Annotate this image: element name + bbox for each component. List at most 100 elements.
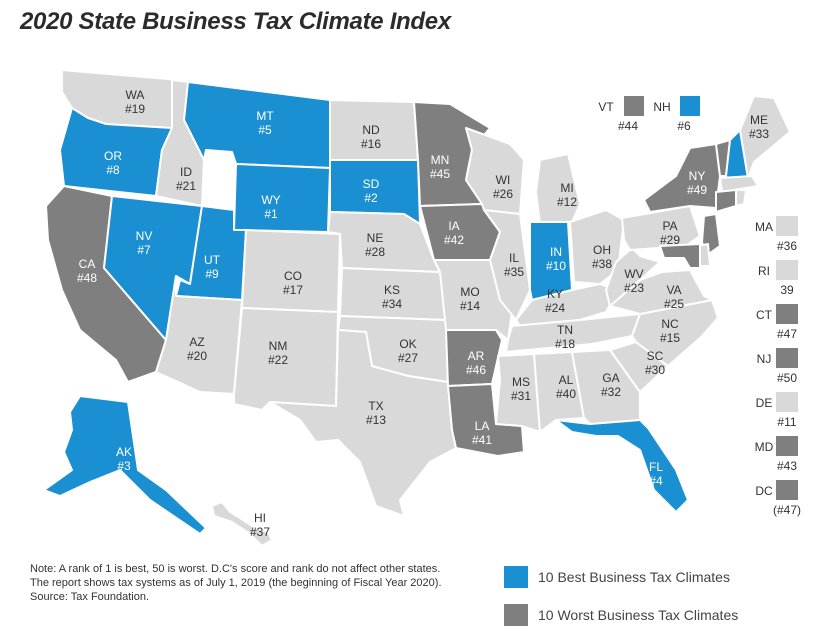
- state-ak: [43, 395, 207, 535]
- state-ny: [643, 143, 721, 213]
- callout-rank-dc: (#47): [773, 503, 801, 517]
- callout-label-nh: NH: [653, 100, 670, 114]
- state-rank-va: #25: [664, 297, 684, 311]
- legend-worst-swatch: [504, 604, 528, 626]
- state-label-il: IL: [509, 251, 519, 265]
- state-ct: [715, 189, 737, 213]
- footnote: Note: A rank of 1 is best, 50 is worst. …: [30, 562, 490, 604]
- state-label-id: ID: [180, 165, 192, 179]
- state-label-co: CO: [284, 269, 302, 283]
- state-label-ks: KS: [384, 283, 400, 297]
- state-label-nd: ND: [362, 123, 380, 137]
- legend-worst-label: 10 Worst Business Tax Climates: [538, 607, 739, 623]
- state-label-hi: HI: [254, 511, 266, 525]
- state-labels: WA#19 OR#8 CA#48 ID#21 NV#7 MT#5 WY#1 UT#9 AZ#20…: [77, 88, 769, 539]
- callout-box-ma: [776, 216, 798, 236]
- state-hi: [211, 501, 273, 547]
- state-label-oh: OH: [593, 243, 611, 257]
- state-rank-id: #21: [176, 179, 196, 193]
- state-al: [533, 351, 585, 433]
- state-label-nv: NV: [136, 229, 153, 243]
- callout-rank-nh: #6: [677, 119, 691, 133]
- state-rank-ak: #3: [117, 459, 131, 473]
- callout-box-ri: [776, 260, 798, 280]
- note-line-1: Note: A rank of 1 is best, 50 is worst. …: [30, 563, 441, 575]
- state-label-sd: SD: [363, 177, 380, 191]
- callout-rank-ri: 39: [780, 283, 794, 297]
- state-rank-sd: #2: [364, 191, 378, 205]
- legend-worst: 10 Worst Business Tax Climates: [504, 604, 738, 626]
- note-line-2: The report shows tax systems as of July …: [30, 577, 442, 589]
- state-rank-ca: #48: [77, 271, 97, 285]
- callout-rank-de: #11: [777, 415, 796, 429]
- state-label-mt: MT: [256, 109, 274, 123]
- callout-box-nh: [680, 96, 700, 116]
- state-rank-fl: #4: [649, 474, 663, 488]
- state-rank-al: #40: [556, 387, 576, 401]
- state-rank-tn: #18: [555, 337, 575, 351]
- state-label-ia: IA: [448, 219, 459, 233]
- state-shapes: [43, 69, 791, 547]
- state-label-pa: PA: [662, 219, 677, 233]
- state-la: [447, 383, 525, 457]
- state-label-wy: WY: [261, 193, 280, 207]
- state-rank-me: #33: [749, 127, 769, 141]
- state-md: [659, 243, 701, 269]
- callout-label-nj: NJ: [757, 352, 772, 366]
- page-title: 2020 State Business Tax Climate Index: [20, 8, 451, 35]
- callout-label-md: MD: [755, 440, 774, 454]
- state-rank-ks: #34: [382, 297, 402, 311]
- state-label-la: LA: [475, 419, 490, 433]
- callout-label-vt: VT: [598, 100, 614, 114]
- state-mt: [183, 81, 331, 169]
- state-rank-mt: #5: [258, 123, 272, 137]
- state-rank-il: #35: [504, 265, 524, 279]
- state-rank-tx: #13: [366, 413, 386, 427]
- state-rank-ia: #42: [444, 233, 464, 247]
- state-label-tx: TX: [368, 399, 383, 413]
- state-rank-hi: #37: [250, 525, 270, 539]
- callout-box-vt: [624, 96, 644, 116]
- state-rank-mn: #45: [430, 167, 450, 181]
- state-rank-ne: #28: [365, 245, 385, 259]
- state-rank-sc: #30: [645, 363, 665, 377]
- legend-best: 10 Best Business Tax Climates: [504, 566, 730, 588]
- state-wy: [233, 163, 331, 233]
- state-label-ok: OK: [399, 337, 416, 351]
- legend-best-swatch: [504, 566, 528, 588]
- state-rank-nv: #7: [137, 243, 151, 257]
- callout-label-de: DE: [756, 396, 773, 410]
- state-rank-ok: #27: [398, 351, 418, 365]
- state-rank-mi: #12: [557, 195, 577, 209]
- callout-box-ct: [776, 304, 798, 324]
- legend-best-label: 10 Best Business Tax Climates: [538, 569, 730, 585]
- state-label-ak: AK: [116, 445, 132, 459]
- callout-rank-ct: #47: [777, 327, 797, 341]
- state-label-sc: SC: [647, 349, 664, 363]
- state-rank-ky: #24: [545, 301, 565, 315]
- callout-label-ct: CT: [756, 308, 773, 322]
- state-rank-mo: #14: [460, 299, 480, 313]
- callout-label-dc: DC: [755, 484, 773, 498]
- state-label-ky: KY: [547, 287, 563, 301]
- state-label-in: IN: [550, 245, 562, 259]
- state-rank-pa: #29: [660, 233, 680, 247]
- state-rank-oh: #38: [592, 257, 612, 271]
- callout-rank-nj: #50: [777, 371, 797, 385]
- state-il: [483, 209, 531, 321]
- state-label-me: ME: [750, 113, 768, 127]
- state-label-ne: NE: [367, 231, 384, 245]
- callout-label-ri: RI: [758, 264, 770, 278]
- state-label-ga: GA: [602, 371, 619, 385]
- state-rank-or: #8: [106, 163, 120, 177]
- callout-rank-vt: #44: [618, 119, 638, 133]
- state-rank-ga: #32: [601, 385, 621, 399]
- state-label-al: AL: [559, 373, 574, 387]
- state-rank-wa: #19: [125, 102, 145, 116]
- state-rank-in: #10: [546, 259, 566, 273]
- state-label-wa: WA: [126, 88, 145, 102]
- callout-rank-md: #43: [777, 459, 797, 473]
- state-rank-la: #41: [472, 433, 492, 447]
- state-label-nm: NM: [269, 339, 288, 353]
